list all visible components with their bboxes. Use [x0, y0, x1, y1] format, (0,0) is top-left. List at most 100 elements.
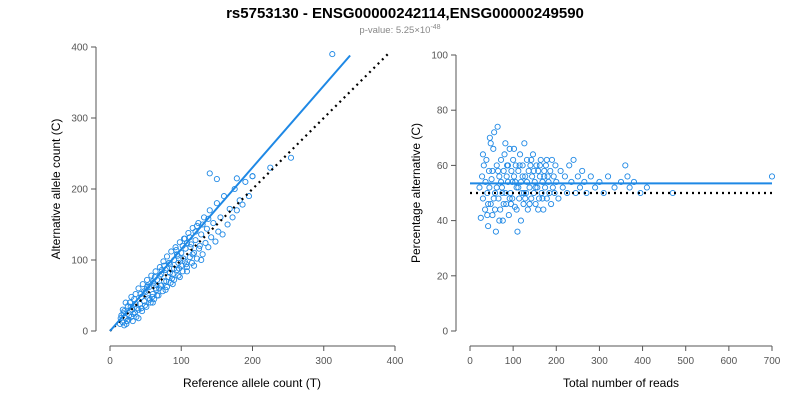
data-point — [526, 184, 533, 191]
data-point — [529, 173, 536, 180]
data-point — [617, 178, 625, 186]
data-point — [543, 195, 550, 202]
y-tick-label: 400 — [71, 43, 88, 54]
data-point — [198, 256, 205, 264]
data-point — [160, 258, 167, 265]
data-point — [200, 214, 208, 221]
data-point — [496, 217, 503, 224]
data-point — [514, 228, 521, 235]
data-point — [494, 167, 502, 174]
data-point — [119, 306, 126, 313]
data-point — [175, 259, 182, 266]
data-point — [549, 184, 556, 191]
data-point — [479, 195, 486, 202]
data-point — [485, 200, 492, 208]
data-point — [526, 200, 533, 208]
data-point — [329, 51, 336, 58]
data-point — [541, 173, 548, 180]
data-point — [169, 281, 176, 288]
data-point — [206, 207, 213, 214]
data-point — [537, 156, 544, 163]
data-point — [482, 206, 489, 213]
data-point — [592, 184, 599, 191]
data-point — [486, 184, 493, 191]
data-point — [542, 162, 549, 169]
data-point — [485, 223, 492, 230]
data-point — [506, 145, 513, 152]
data-point — [548, 200, 555, 208]
y-tick-label: 300 — [71, 114, 88, 125]
data-point — [213, 176, 220, 183]
data-point — [215, 228, 222, 235]
data-point — [287, 154, 295, 161]
x-tick-label: 0 — [107, 356, 113, 367]
data-point — [515, 167, 522, 174]
data-point — [492, 228, 499, 235]
data-point — [141, 298, 148, 305]
data-point — [540, 206, 547, 213]
data-point — [173, 247, 180, 254]
data-point — [180, 255, 187, 262]
data-point — [176, 265, 183, 272]
data-point — [219, 231, 226, 238]
data-point — [535, 195, 543, 202]
data-point — [524, 206, 531, 213]
data-point — [568, 178, 575, 186]
data-point — [542, 184, 549, 191]
data-point — [203, 225, 210, 232]
data-point — [129, 318, 136, 325]
x-tick-label: 200 — [244, 356, 261, 367]
data-point — [510, 156, 517, 163]
data-point — [499, 189, 506, 197]
data-point — [504, 162, 512, 169]
data-point — [181, 258, 188, 265]
data-point — [498, 178, 505, 186]
data-point — [583, 189, 590, 197]
data-point — [152, 268, 159, 275]
data-point — [193, 222, 200, 229]
data-point — [199, 251, 206, 258]
data-point — [539, 195, 546, 202]
data-point — [143, 303, 150, 310]
data-point — [510, 145, 518, 152]
data-point — [175, 272, 182, 279]
data-point — [513, 184, 520, 191]
data-point — [493, 184, 500, 191]
data-point — [495, 195, 502, 202]
p-value-label: p-value: 5.25×10-48 — [359, 24, 440, 36]
x-tick-label: 600 — [721, 356, 738, 367]
data-point — [147, 299, 154, 306]
data-point — [493, 162, 500, 169]
data-point — [587, 173, 594, 180]
data-point — [566, 162, 573, 169]
data-point — [487, 140, 494, 147]
p-value-prefix: p-value: 5.25×10 — [359, 25, 430, 36]
data-point — [172, 244, 179, 251]
y-tick-label: 0 — [442, 327, 448, 338]
p-value-exponent: -48 — [430, 24, 440, 31]
data-point — [530, 189, 537, 197]
data-point — [183, 268, 190, 275]
data-point — [193, 255, 200, 262]
data-point — [213, 200, 220, 207]
data-point — [500, 200, 507, 208]
data-point — [199, 221, 206, 228]
data-point — [212, 238, 219, 245]
x-tick-label: 100 — [173, 356, 190, 367]
data-point — [512, 162, 519, 169]
data-point — [548, 156, 556, 163]
data-point — [483, 156, 490, 163]
data-point — [499, 217, 506, 224]
data-point — [233, 207, 240, 214]
y-tick-label: 200 — [71, 185, 88, 196]
data-point — [490, 195, 497, 202]
data-point — [166, 259, 173, 266]
y-tick-label: 0 — [82, 327, 88, 338]
data-point — [480, 162, 487, 169]
data-point — [491, 189, 499, 197]
data-point — [173, 251, 181, 258]
data-point — [550, 173, 557, 180]
data-point — [476, 184, 483, 191]
x-tick-label: 0 — [467, 356, 473, 367]
